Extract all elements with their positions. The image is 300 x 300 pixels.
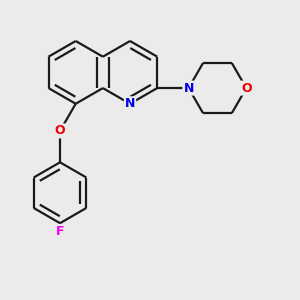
- Text: N: N: [125, 97, 135, 110]
- Text: F: F: [56, 225, 64, 238]
- Text: O: O: [55, 124, 65, 137]
- Text: O: O: [241, 82, 252, 94]
- Text: N: N: [183, 82, 194, 94]
